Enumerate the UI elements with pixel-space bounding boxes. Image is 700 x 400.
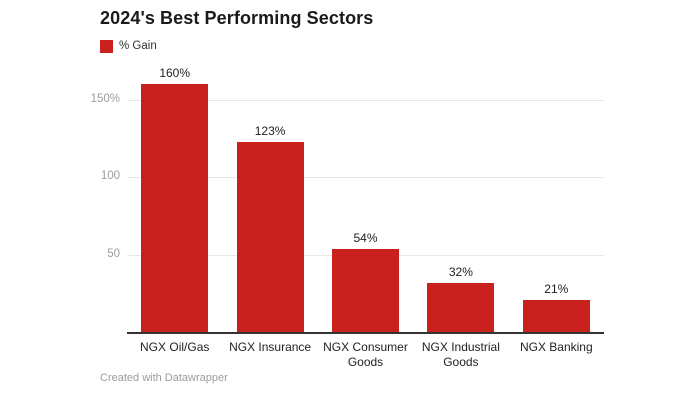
y-tick-label: 100: [100, 170, 120, 183]
bar: [332, 248, 399, 333]
attribution-text: Created with Datawrapper: [100, 372, 228, 384]
bar-value-label: 54%: [353, 230, 378, 245]
bar-value-label: 21%: [544, 282, 569, 297]
legend-swatch-icon: [100, 39, 113, 53]
legend-label: % Gain: [119, 40, 157, 52]
chart-title: 2024's Best Performing Sectors: [100, 8, 374, 28]
gridline: [127, 99, 604, 101]
x-axis-line: [127, 332, 604, 334]
bar-value-label: 32%: [448, 265, 473, 280]
bar: [141, 84, 209, 333]
legend: % Gain: [100, 39, 157, 53]
x-axis-label: NGX Insurance: [229, 340, 312, 354]
y-tick-label: 50: [107, 248, 120, 261]
bar: [236, 141, 304, 333]
bar-value-label: 123%: [254, 123, 286, 138]
x-axis-label: NGX Consumer Goods: [323, 340, 408, 369]
y-tick-label: 150%: [90, 92, 120, 105]
bar: [427, 283, 495, 333]
bar-value-label: 160%: [159, 66, 191, 80]
x-axis-label: NGX Oil/Gas: [140, 340, 210, 354]
bar: [522, 300, 590, 333]
gridline: [127, 177, 604, 179]
x-axis-label: NGX Banking: [519, 340, 593, 354]
x-axis-label: NGX Industrial Goods: [421, 340, 500, 369]
